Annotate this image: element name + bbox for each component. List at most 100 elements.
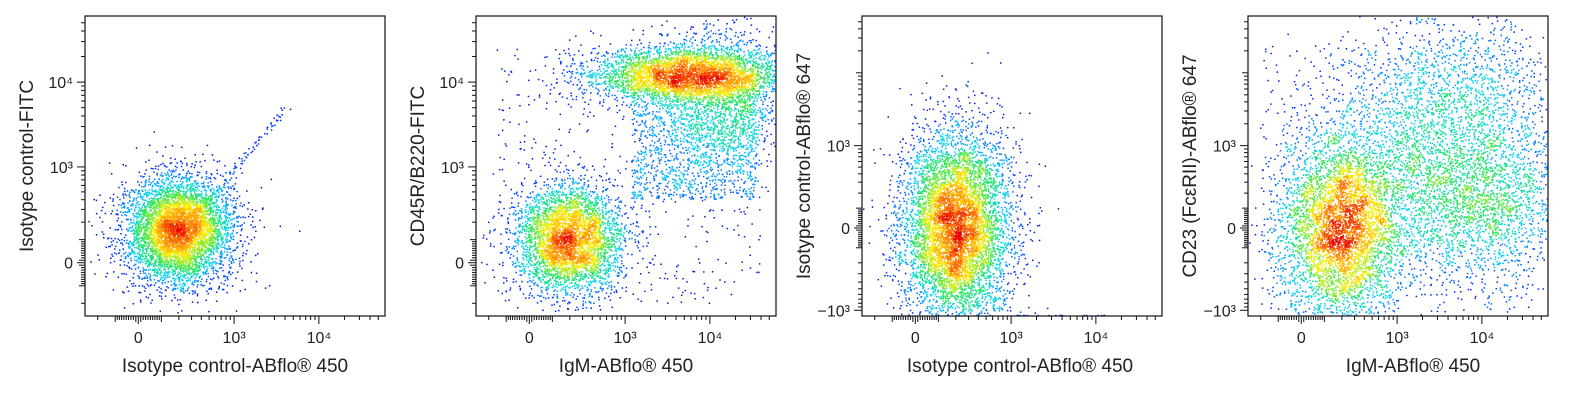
event-point <box>127 255 128 257</box>
event-point <box>234 249 236 251</box>
event-point <box>150 276 152 278</box>
event-point <box>121 255 123 256</box>
event-point <box>210 221 212 223</box>
event-point <box>198 190 200 192</box>
event-point <box>154 206 156 208</box>
event-point <box>239 196 241 198</box>
event-point <box>166 199 168 201</box>
event-point <box>202 200 204 202</box>
event-point <box>203 285 205 287</box>
event-point <box>220 209 222 211</box>
event-point <box>144 173 146 175</box>
event-point <box>149 198 151 200</box>
event-point <box>225 207 227 209</box>
event-point <box>170 250 172 252</box>
event-point <box>261 187 263 189</box>
event-point <box>156 248 158 250</box>
event-point <box>219 219 221 221</box>
event-point <box>101 210 103 212</box>
event-point <box>96 234 98 236</box>
event-point <box>173 255 175 257</box>
event-point <box>144 231 146 233</box>
event-point <box>212 233 214 235</box>
event-point <box>210 217 212 219</box>
event-point <box>156 195 158 197</box>
event-point <box>180 207 182 209</box>
event-point <box>196 280 198 282</box>
event-point <box>131 283 133 285</box>
event-point <box>220 237 222 239</box>
event-point <box>195 224 197 226</box>
event-point <box>139 208 141 210</box>
event-point <box>136 260 138 262</box>
event-point <box>211 268 213 270</box>
event-point <box>222 228 224 230</box>
event-point <box>170 163 172 165</box>
event-point <box>222 200 224 202</box>
event-point <box>197 295 199 297</box>
event-point <box>232 232 234 234</box>
event-point <box>139 245 141 247</box>
event-point <box>102 207 104 209</box>
event-point <box>221 199 223 201</box>
event-point <box>134 209 136 211</box>
event-point <box>252 216 254 218</box>
event-point <box>136 198 138 200</box>
event-point <box>129 192 131 194</box>
event-point <box>236 221 238 223</box>
event-point <box>149 294 151 296</box>
event-point <box>204 268 206 270</box>
event-point <box>196 230 198 232</box>
event-point <box>131 260 133 262</box>
event-point <box>128 195 130 197</box>
event-point <box>159 209 161 211</box>
event-point <box>192 282 194 284</box>
event-point <box>201 265 203 267</box>
event-point <box>177 253 179 255</box>
event-point <box>284 107 286 109</box>
event-point <box>126 219 128 221</box>
event-point <box>230 237 232 239</box>
event-point <box>150 225 152 227</box>
event-point <box>202 186 204 188</box>
event-point <box>208 260 210 262</box>
event-point <box>230 248 232 250</box>
event-point <box>159 218 161 220</box>
event-point <box>230 213 232 215</box>
event-point <box>168 169 170 171</box>
event-point <box>153 191 155 193</box>
event-point <box>129 242 131 244</box>
event-point <box>239 205 241 207</box>
event-point <box>137 229 139 231</box>
event-point <box>191 210 193 212</box>
event-point <box>264 227 266 229</box>
event-point <box>144 230 146 232</box>
event-point <box>211 184 213 186</box>
event-point <box>155 240 157 242</box>
event-point <box>151 218 153 220</box>
event-point <box>148 273 150 275</box>
event-point <box>208 177 210 179</box>
event-point <box>202 259 204 261</box>
event-point <box>139 204 141 206</box>
event-point <box>124 188 126 190</box>
event-point <box>217 233 219 235</box>
event-point <box>210 265 212 267</box>
event-point <box>135 189 137 191</box>
event-point <box>252 227 254 229</box>
event-point <box>228 194 230 196</box>
event-point <box>191 243 193 245</box>
event-point <box>166 211 168 213</box>
event-point <box>161 180 163 182</box>
event-point <box>223 289 225 291</box>
event-point <box>193 244 195 246</box>
event-point <box>214 261 216 263</box>
event-point <box>154 285 156 287</box>
event-point <box>124 203 126 205</box>
event-point <box>185 290 187 292</box>
event-point <box>212 220 214 222</box>
event-point <box>176 192 178 194</box>
event-point <box>139 214 141 216</box>
event-point <box>121 221 123 223</box>
event-point <box>162 225 164 227</box>
